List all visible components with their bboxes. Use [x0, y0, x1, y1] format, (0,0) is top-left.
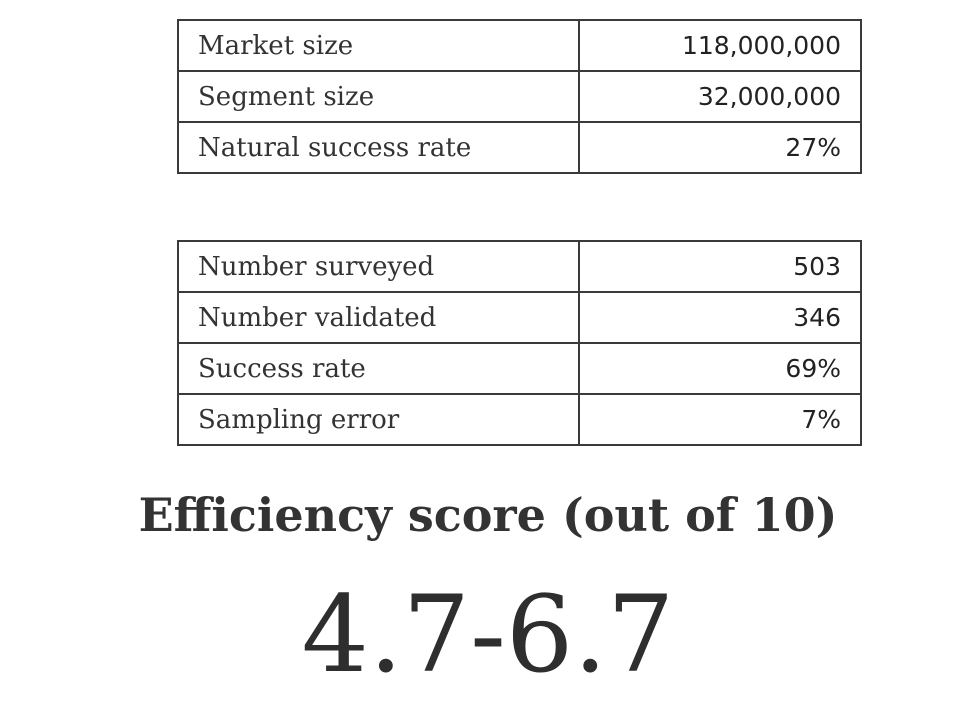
number-surveyed-value: 503 [578, 240, 862, 293]
success-rate-label: Success rate [177, 342, 580, 395]
table-row: Success rate 69% [177, 342, 862, 395]
number-validated-label: Number validated [177, 291, 580, 344]
market-size-label: Market size [177, 19, 580, 72]
number-validated-value: 346 [578, 291, 862, 344]
segment-size-value: 32,000,000 [578, 70, 862, 123]
table-row: Number surveyed 503 [177, 240, 862, 293]
success-rate-value: 69% [578, 342, 862, 395]
table-row: Sampling error 7% [177, 393, 862, 446]
table-row: Segment size 32,000,000 [177, 70, 862, 123]
natural-success-rate-label: Natural success rate [177, 121, 580, 174]
sampling-error-label: Sampling error [177, 393, 580, 446]
table-row: Market size 118,000,000 [177, 19, 862, 72]
efficiency-score-title: Efficiency score (out of 10) [138, 488, 838, 542]
efficiency-score-value: 4.7-6.7 [301, 573, 675, 696]
market-table: Market size 118,000,000 Segment size 32,… [177, 19, 862, 174]
number-surveyed-label: Number surveyed [177, 240, 580, 293]
table-row: Natural success rate 27% [177, 121, 862, 174]
table-row: Number validated 346 [177, 291, 862, 344]
sampling-error-value: 7% [578, 393, 862, 446]
market-size-value: 118,000,000 [578, 19, 862, 72]
survey-table: Number surveyed 503 Number validated 346… [177, 240, 862, 446]
segment-size-label: Segment size [177, 70, 580, 123]
natural-success-rate-value: 27% [578, 121, 862, 174]
